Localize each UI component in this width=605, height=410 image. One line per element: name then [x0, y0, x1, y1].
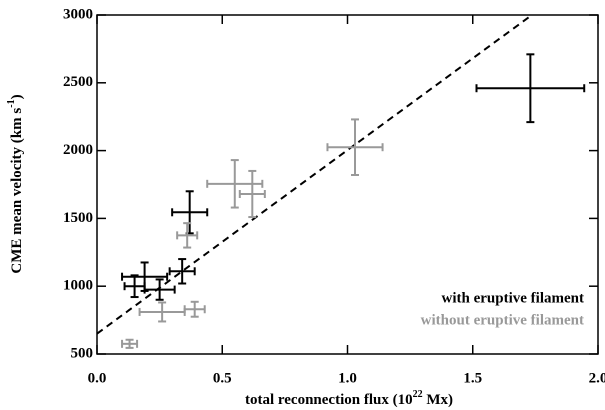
y-tick-label: 2000: [63, 142, 93, 158]
x-label-part: total reconnection flux (10: [245, 392, 413, 408]
x-axis-label: total reconnection flux (1022 Mx): [245, 389, 453, 408]
y-tick-label: 1000: [63, 278, 93, 294]
y-tick-label: 500: [71, 345, 94, 361]
y-label-sup: -1: [6, 99, 17, 107]
legend-label: without eruptive filament: [421, 312, 584, 328]
x-tick-label: 0.5: [213, 370, 232, 386]
x-label-sup: 22: [413, 389, 423, 400]
x-tick-label: 1.0: [338, 370, 357, 386]
y-label-part: CME mean velocity (km s: [9, 108, 25, 274]
y-tick-label: 1500: [63, 210, 93, 226]
y-tick-label: 3000: [63, 6, 93, 22]
y-tick-label: 2500: [63, 74, 93, 90]
legend-label: with eruptive filament: [442, 290, 584, 306]
x-tick-label: 2.0: [589, 370, 605, 386]
x-label-part: Mx): [423, 392, 453, 408]
x-tick-label: 1.5: [463, 370, 482, 386]
fit-line: [96, 14, 533, 335]
y-label-part: ): [9, 94, 25, 99]
y-axis-label: CME mean velocity (km s-1): [6, 94, 25, 273]
x-tick-label: 0.0: [88, 370, 107, 386]
